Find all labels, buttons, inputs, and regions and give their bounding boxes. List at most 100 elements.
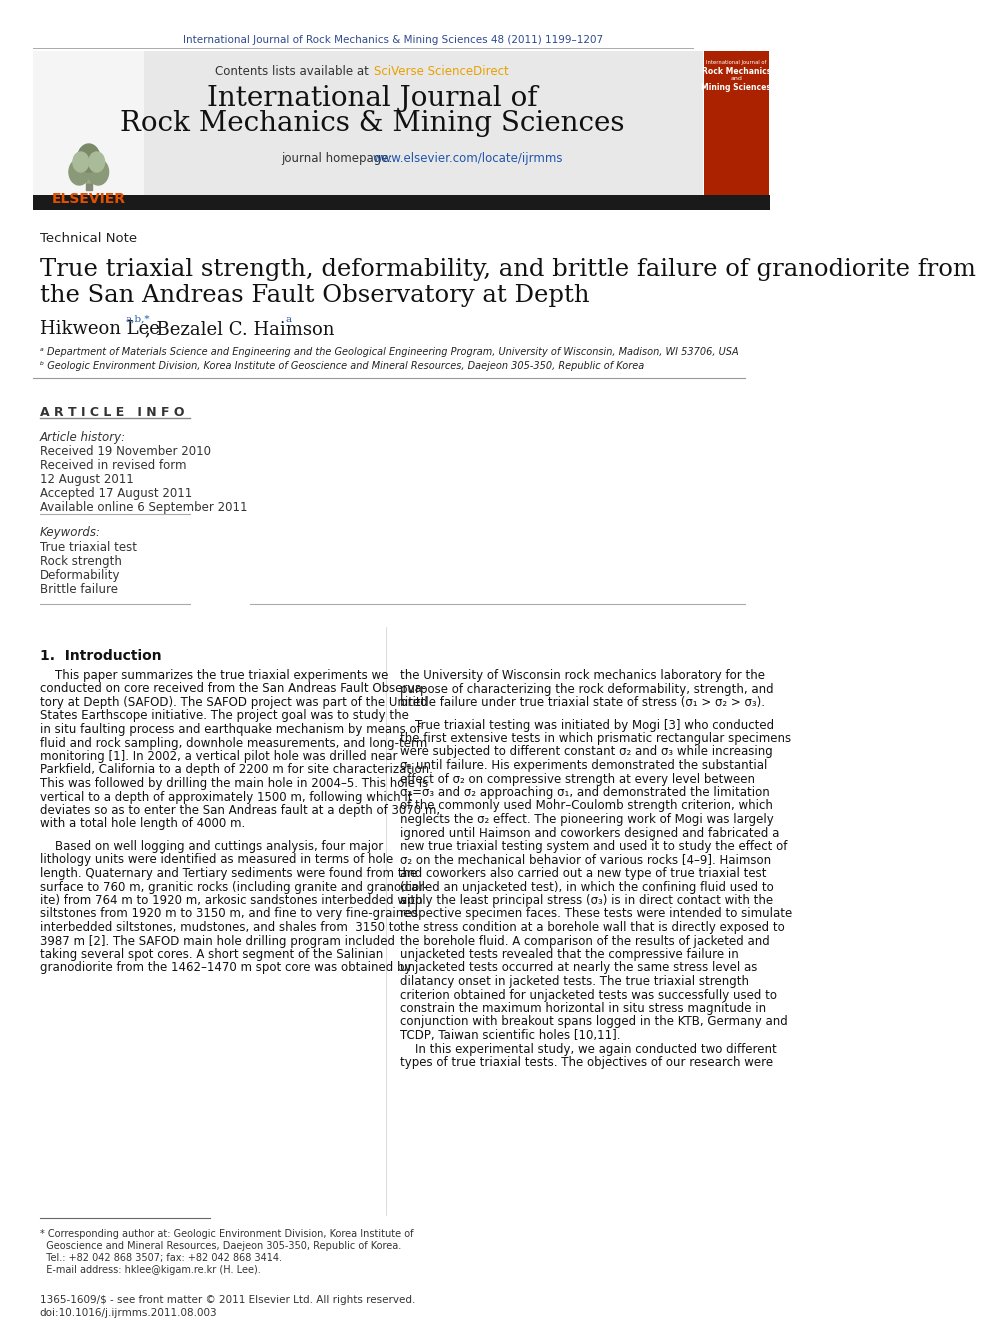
Text: Received 19 November 2010: Received 19 November 2010 bbox=[40, 445, 210, 458]
Text: Rock Mechanics: Rock Mechanics bbox=[701, 67, 771, 75]
Text: the University of Wisconsin rock mechanics laboratory for the: the University of Wisconsin rock mechani… bbox=[400, 669, 765, 681]
Text: Received in revised form: Received in revised form bbox=[40, 459, 186, 472]
Text: Hikweon Lee: Hikweon Lee bbox=[40, 320, 160, 337]
Text: new true triaxial testing system and used it to study the effect of: new true triaxial testing system and use… bbox=[400, 840, 788, 853]
Text: This was followed by drilling the main hole in 2004–5. This hole is: This was followed by drilling the main h… bbox=[40, 777, 428, 790]
Text: International Journal of Rock Mechanics & Mining Sciences 48 (2011) 1199–1207: International Journal of Rock Mechanics … bbox=[184, 34, 603, 45]
FancyBboxPatch shape bbox=[34, 52, 144, 194]
Text: journal homepage:: journal homepage: bbox=[282, 152, 397, 165]
Text: Rock strength: Rock strength bbox=[40, 556, 121, 568]
Text: True triaxial test: True triaxial test bbox=[40, 541, 137, 554]
Text: dilatancy onset in jacketed tests. The true triaxial strength: dilatancy onset in jacketed tests. The t… bbox=[400, 975, 749, 988]
Text: SciVerse ScienceDirect: SciVerse ScienceDirect bbox=[374, 65, 509, 78]
Text: ᵃ Department of Materials Science and Engineering and the Geological Engineering: ᵃ Department of Materials Science and En… bbox=[40, 347, 738, 357]
Text: Geoscience and Mineral Resources, Daejeon 305-350, Republic of Korea.: Geoscience and Mineral Resources, Daejeo… bbox=[40, 1241, 401, 1252]
Text: length. Quaternary and Tertiary sediments were found from the: length. Quaternary and Tertiary sediment… bbox=[40, 867, 417, 880]
Text: σ₂ on the mechanical behavior of various rocks [4–9]. Haimson: σ₂ on the mechanical behavior of various… bbox=[400, 853, 772, 867]
Circle shape bbox=[88, 152, 104, 172]
FancyBboxPatch shape bbox=[34, 52, 703, 194]
Text: Technical Note: Technical Note bbox=[40, 232, 137, 245]
Text: taking several spot cores. A short segment of the Salinian: taking several spot cores. A short segme… bbox=[40, 949, 383, 960]
Text: True triaxial strength, deformability, and brittle failure of granodiorite from: True triaxial strength, deformability, a… bbox=[40, 258, 975, 280]
Text: Deformability: Deformability bbox=[40, 569, 120, 582]
Text: Tel.: +82 042 868 3507; fax: +82 042 868 3414.: Tel.: +82 042 868 3507; fax: +82 042 868… bbox=[40, 1253, 282, 1263]
Text: granodiorite from the 1462–1470 m spot core was obtained by: granodiorite from the 1462–1470 m spot c… bbox=[40, 962, 411, 975]
Text: Contents lists available at: Contents lists available at bbox=[215, 65, 372, 78]
Text: ite) from 764 m to 1920 m, arkosic sandstones interbedded with: ite) from 764 m to 1920 m, arkosic sands… bbox=[40, 894, 423, 908]
Text: brittle failure under true triaxial state of stress (σ₁ > σ₂ > σ₃).: brittle failure under true triaxial stat… bbox=[400, 696, 765, 709]
Text: 1365-1609/$ - see front matter © 2011 Elsevier Ltd. All rights reserved.: 1365-1609/$ - see front matter © 2011 El… bbox=[40, 1295, 415, 1304]
Text: , Bezalel C. Haimson: , Bezalel C. Haimson bbox=[145, 320, 334, 337]
Text: ELSEVIER: ELSEVIER bbox=[52, 192, 126, 206]
Text: Parkfield, California to a depth of 2200 m for site characterization.: Parkfield, California to a depth of 2200… bbox=[40, 763, 433, 777]
Text: 1.  Introduction: 1. Introduction bbox=[40, 650, 162, 663]
Text: In this experimental study, we again conducted two different: In this experimental study, we again con… bbox=[400, 1043, 777, 1056]
Text: with a total hole length of 4000 m.: with a total hole length of 4000 m. bbox=[40, 818, 245, 831]
Text: vertical to a depth of approximately 1500 m, following which it: vertical to a depth of approximately 150… bbox=[40, 791, 412, 803]
Text: This paper summarizes the true triaxial experiments we: This paper summarizes the true triaxial … bbox=[40, 669, 388, 681]
Text: Brittle failure: Brittle failure bbox=[40, 583, 118, 595]
Text: were subjected to different constant σ₂ and σ₃ while increasing: were subjected to different constant σ₂ … bbox=[400, 745, 773, 758]
Text: Based on well logging and cuttings analysis, four major: Based on well logging and cuttings analy… bbox=[40, 840, 383, 853]
Text: types of true triaxial tests. The objectives of our research were: types of true triaxial tests. The object… bbox=[400, 1056, 774, 1069]
Text: deviates so as to enter the San Andreas fault at a depth of 3070 m,: deviates so as to enter the San Andreas … bbox=[40, 804, 439, 818]
Text: σ₁ until failure. His experiments demonstrated the substantial: σ₁ until failure. His experiments demons… bbox=[400, 759, 768, 773]
Text: International Journal of: International Journal of bbox=[207, 85, 538, 112]
Text: TCDP, Taiwan scientific holes [10,11].: TCDP, Taiwan scientific holes [10,11]. bbox=[400, 1029, 621, 1043]
Text: the borehole fluid. A comparison of the results of jacketed and: the borehole fluid. A comparison of the … bbox=[400, 934, 770, 947]
Text: the first extensive tests in which prismatic rectangular specimens: the first extensive tests in which prism… bbox=[400, 732, 792, 745]
Text: unjacketed tests occurred at nearly the same stress level as: unjacketed tests occurred at nearly the … bbox=[400, 962, 758, 975]
Text: criterion obtained for unjacketed tests was successfully used to: criterion obtained for unjacketed tests … bbox=[400, 988, 777, 1002]
Text: 12 August 2011: 12 August 2011 bbox=[40, 474, 133, 486]
FancyBboxPatch shape bbox=[703, 52, 769, 194]
Text: ignored until Haimson and coworkers designed and fabricated a: ignored until Haimson and coworkers desi… bbox=[400, 827, 780, 840]
Text: 3987 m [2]. The SAFOD main hole drilling program included: 3987 m [2]. The SAFOD main hole drilling… bbox=[40, 934, 395, 947]
Text: purpose of characterizing the rock deformability, strength, and: purpose of characterizing the rock defor… bbox=[400, 683, 774, 696]
Text: States Earthscope initiative. The project goal was to study the: States Earthscope initiative. The projec… bbox=[40, 709, 409, 722]
Text: respective specimen faces. These tests were intended to simulate: respective specimen faces. These tests w… bbox=[400, 908, 793, 921]
Text: neglects the σ₂ effect. The pioneering work of Mogi was largely: neglects the σ₂ effect. The pioneering w… bbox=[400, 814, 774, 826]
Text: ᵇ Geologic Environment Division, Korea Institute of Geoscience and Mineral Resou: ᵇ Geologic Environment Division, Korea I… bbox=[40, 361, 644, 370]
Circle shape bbox=[88, 159, 108, 185]
Text: of the commonly used Mohr–Coulomb strength criterion, which: of the commonly used Mohr–Coulomb streng… bbox=[400, 799, 773, 812]
Text: constrain the maximum horizontal in situ stress magnitude in: constrain the maximum horizontal in situ… bbox=[400, 1002, 767, 1015]
Circle shape bbox=[77, 144, 100, 172]
Text: True triaxial testing was initiated by Mogi [3] who conducted: True triaxial testing was initiated by M… bbox=[400, 718, 775, 732]
Text: Article history:: Article history: bbox=[40, 431, 126, 445]
Text: Keywords:: Keywords: bbox=[40, 527, 100, 538]
Text: doi:10.1016/j.ijrmms.2011.08.003: doi:10.1016/j.ijrmms.2011.08.003 bbox=[40, 1308, 217, 1318]
Text: apply the least principal stress (σ₃) is in direct contact with the: apply the least principal stress (σ₃) is… bbox=[400, 894, 774, 908]
Text: a: a bbox=[286, 315, 292, 324]
Text: lithology units were identified as measured in terms of hole: lithology units were identified as measu… bbox=[40, 853, 393, 867]
Text: tory at Depth (SAFOD). The SAFOD project was part of the United: tory at Depth (SAFOD). The SAFOD project… bbox=[40, 696, 428, 709]
Text: effect of σ₂ on compressive strength at every level between: effect of σ₂ on compressive strength at … bbox=[400, 773, 755, 786]
Text: www.elsevier.com/locate/ijrmms: www.elsevier.com/locate/ijrmms bbox=[372, 152, 563, 165]
Text: conjunction with breakout spans logged in the KTB, Germany and: conjunction with breakout spans logged i… bbox=[400, 1016, 788, 1028]
Text: Accepted 17 August 2011: Accepted 17 August 2011 bbox=[40, 487, 191, 500]
Text: conducted on core received from the San Andreas Fault Observa-: conducted on core received from the San … bbox=[40, 683, 426, 696]
Text: and coworkers also carried out a new type of true triaxial test: and coworkers also carried out a new typ… bbox=[400, 867, 767, 880]
Text: (called an unjacketed test), in which the confining fluid used to: (called an unjacketed test), in which th… bbox=[400, 881, 774, 893]
Circle shape bbox=[69, 159, 89, 185]
Text: monitoring [1]. In 2002, a vertical pilot hole was drilled near: monitoring [1]. In 2002, a vertical pilo… bbox=[40, 750, 397, 763]
Text: in situ faulting process and earthquake mechanism by means of: in situ faulting process and earthquake … bbox=[40, 722, 421, 736]
Text: a,b,*: a,b,* bbox=[125, 315, 150, 324]
Text: * Corresponding author at: Geologic Environment Division, Korea Institute of: * Corresponding author at: Geologic Envi… bbox=[40, 1229, 413, 1240]
Text: the San Andreas Fault Observatory at Depth: the San Andreas Fault Observatory at Dep… bbox=[40, 284, 589, 307]
Text: Mining Sciences: Mining Sciences bbox=[701, 83, 771, 93]
Text: interbedded siltstones, mudstones, and shales from  3150 to: interbedded siltstones, mudstones, and s… bbox=[40, 921, 400, 934]
Circle shape bbox=[72, 152, 88, 172]
Text: fluid and rock sampling, downhole measurements, and long-term: fluid and rock sampling, downhole measur… bbox=[40, 737, 427, 750]
Text: Available online 6 September 2011: Available online 6 September 2011 bbox=[40, 501, 247, 515]
Text: E-mail address: hklee@kigam.re.kr (H. Lee).: E-mail address: hklee@kigam.re.kr (H. Le… bbox=[40, 1265, 260, 1275]
Text: and: and bbox=[730, 75, 742, 81]
Text: siltstones from 1920 m to 3150 m, and fine to very fine-grained: siltstones from 1920 m to 3150 m, and fi… bbox=[40, 908, 418, 921]
Text: surface to 760 m, granitic rocks (including granite and granodior-: surface to 760 m, granitic rocks (includ… bbox=[40, 881, 428, 893]
Text: the stress condition at a borehole wall that is directly exposed to: the stress condition at a borehole wall … bbox=[400, 921, 785, 934]
Text: International Journal of: International Journal of bbox=[706, 60, 767, 65]
FancyBboxPatch shape bbox=[34, 194, 770, 210]
Text: Rock Mechanics & Mining Sciences: Rock Mechanics & Mining Sciences bbox=[120, 110, 625, 138]
Text: A R T I C L E   I N F O: A R T I C L E I N F O bbox=[40, 406, 185, 419]
Text: σ₂=σ₃ and σ₂ approaching σ₁, and demonstrated the limitation: σ₂=σ₃ and σ₂ approaching σ₁, and demonst… bbox=[400, 786, 770, 799]
Circle shape bbox=[74, 147, 103, 183]
